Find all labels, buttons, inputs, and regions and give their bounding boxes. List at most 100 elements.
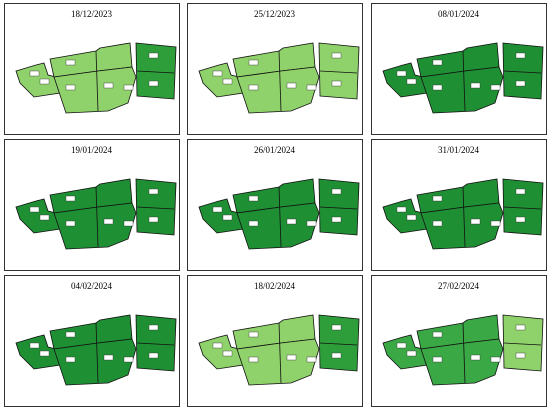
field-label-box [331,80,342,87]
panel-date: 19/01/2024 [71,145,113,155]
field-label-box [65,220,76,227]
field [135,42,177,100]
field-label-box [39,78,50,85]
field-label-box [432,195,443,202]
map-panel: 27/02/2024 [371,275,547,407]
panel-date: 31/01/2024 [438,145,480,155]
map-panel: 18/12/2023 [4,3,180,135]
field-label-box [65,356,76,363]
field [420,66,504,114]
field-label-box [406,350,417,357]
field-divider [95,186,99,248]
field-label-box [396,206,407,213]
field-label-box [212,342,223,349]
field-label-box [65,331,76,338]
field-label-box [396,342,407,349]
field-label-box [212,70,223,77]
field-label-box [515,80,526,87]
field-label-box [39,214,50,221]
field-label-box [148,352,159,359]
field-label-box [248,84,259,91]
field-label-box [331,52,342,59]
field-label-box [103,354,114,361]
field-label-box [432,331,443,338]
field-label-box [222,350,233,357]
field-label-box [306,84,317,91]
field-divider [319,342,358,346]
panel-date: 18/02/2024 [254,281,296,291]
field-label-box [286,218,297,225]
field-divider [462,186,466,248]
field-label-box [432,220,443,227]
field-divider [278,50,282,112]
field-label-box [123,84,134,91]
map-panel: 31/01/2024 [371,139,547,271]
map-panel: 18/02/2024 [187,275,363,407]
field-label-box [515,324,526,331]
map-panel: 08/01/2024 [371,3,547,135]
field [502,42,544,100]
field-label-box [39,350,50,357]
field-label-box [29,342,40,349]
field-label-box [222,78,233,85]
field-label-box [396,70,407,77]
field [318,42,360,100]
field-divider [95,50,99,112]
field-divider [136,342,175,346]
field-label-box [331,216,342,223]
field [502,178,544,236]
field-label-box [432,59,443,66]
field-label-box [29,206,40,213]
map-panel: 19/01/2024 [4,139,180,271]
field-label-box [306,356,317,363]
field [53,66,137,114]
field [53,338,137,386]
field-label-box [212,206,223,213]
panel-date: 08/01/2024 [438,9,480,19]
field [318,178,360,236]
field-label-box [331,352,342,359]
field-label-box [248,331,259,338]
field-label-box [331,324,342,331]
field-divider [503,70,542,74]
field-divider [319,70,358,74]
field-label-box [248,356,259,363]
field-divider [278,322,282,384]
field-label-box [432,356,443,363]
field-label-box [65,59,76,66]
field-label-box [65,195,76,202]
panel-date: 04/02/2024 [71,281,113,291]
field-label-box [515,188,526,195]
field-label-box [490,356,501,363]
field-divider [319,206,358,210]
field [236,338,320,386]
field-divider [462,322,466,384]
field-label-box [148,52,159,59]
field [135,178,177,236]
field-label-box [515,216,526,223]
field-divider [503,206,542,210]
field-label-box [29,70,40,77]
field-label-box [490,84,501,91]
field-divider [95,322,99,384]
field-label-box [470,354,481,361]
field-label-box [65,84,76,91]
field-label-box [103,218,114,225]
field [420,338,504,386]
field [420,202,504,250]
field-label-box [286,354,297,361]
panel-date: 26/01/2024 [254,145,296,155]
field-label-box [103,82,114,89]
field-label-box [148,324,159,331]
field-label-box [470,218,481,225]
field-label-box [248,195,259,202]
map-panel: 26/01/2024 [187,139,363,271]
field-label-box [432,84,443,91]
field-label-box [306,220,317,227]
field [135,314,177,372]
field-divider [278,186,282,248]
field-label-box [123,356,134,363]
field-label-box [123,220,134,227]
field-label-box [248,220,259,227]
field-divider [136,70,175,74]
